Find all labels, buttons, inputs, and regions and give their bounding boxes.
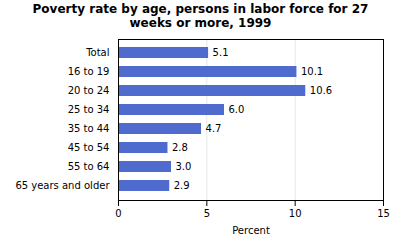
svg-text:10: 10: [289, 207, 302, 218]
svg-text:6.0: 6.0: [229, 104, 245, 115]
svg-text:5: 5: [204, 207, 210, 218]
svg-text:35 to 44: 35 to 44: [68, 123, 110, 134]
svg-text:10.1: 10.1: [301, 66, 323, 77]
svg-text:15: 15: [377, 207, 390, 218]
svg-text:25 to 34: 25 to 34: [68, 104, 110, 115]
html-text:Poverty rate by age, persons i: Poverty rate by age, persons in labor fo…: [32, 2, 369, 31]
svg-text:4.7: 4.7: [206, 123, 222, 134]
svg-text:0: 0: [115, 207, 121, 218]
svg-text:65 years and older: 65 years and older: [15, 180, 110, 191]
svg-text:3.0: 3.0: [176, 161, 192, 172]
svg-text:5.1: 5.1: [213, 47, 229, 58]
svg-text:10.6: 10.6: [310, 85, 332, 96]
svg-text:Total: Total: [85, 47, 109, 58]
svg-text:45 to 54: 45 to 54: [68, 142, 110, 153]
svg-text:2.8: 2.8: [172, 142, 188, 153]
svg-text:Percent: Percent: [232, 224, 270, 235]
svg-text:20 to 24: 20 to 24: [68, 85, 110, 96]
svg-text:16 to 19: 16 to 19: [68, 66, 110, 77]
svg-text:2.9: 2.9: [174, 180, 190, 191]
svg-text:55 to 64: 55 to 64: [68, 161, 110, 172]
